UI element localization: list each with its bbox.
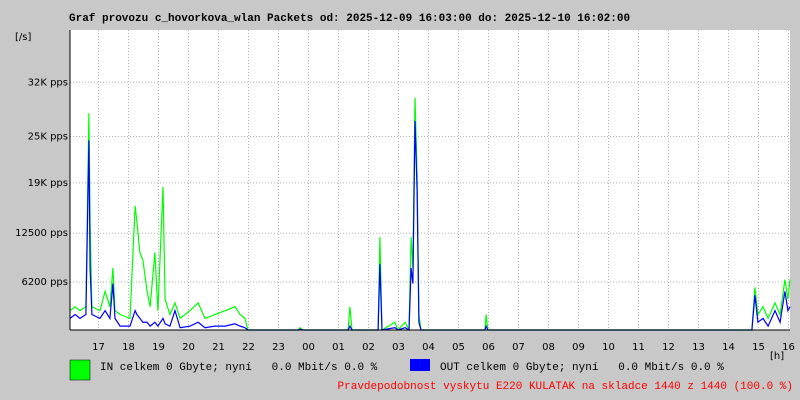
x-tick-label: 21 — [212, 342, 225, 353]
x-tick-label: 19 — [152, 342, 165, 353]
x-tick-label: 20 — [182, 342, 195, 353]
x-tick-label: 01 — [332, 342, 345, 353]
x-tick-label: 15 — [752, 342, 765, 353]
y-tick-label: 32K pps — [28, 77, 68, 88]
legend-entry: OUT celkem 0 Gbyte; nyní 0.0 Mbit/s 0.0 … — [440, 362, 724, 374]
x-tick-label: 22 — [242, 342, 255, 353]
y-unit: [/s] — [15, 32, 31, 43]
legend-entry: IN celkem 0 Gbyte; nyní 0.0 Mbit/s 0.0 % — [100, 362, 378, 374]
annotation: Pravdepodobnost vyskytu E220 KULATAK na … — [338, 381, 793, 393]
x-tick-label: 17 — [92, 342, 105, 353]
x-tick-label: 07 — [512, 342, 525, 353]
plot-area — [70, 30, 790, 330]
series-line — [69, 97, 791, 332]
x-tick-label: 13 — [692, 342, 705, 353]
x-tick-label: 12 — [662, 342, 675, 353]
chart-title: Graf provozu c_hovorkova_wlan Packets od… — [69, 13, 630, 25]
x-tick-label: 09 — [572, 342, 585, 353]
legend-swatch-out — [410, 359, 430, 371]
x-tick-label: 05 — [452, 342, 465, 353]
x-unit: [h] — [770, 351, 784, 362]
y-tick-label: 6200 pps — [21, 277, 68, 288]
y-tick-label: 19K pps — [28, 178, 68, 189]
y-tick-label: 12500 pps — [15, 228, 68, 239]
y-tick-label: 25K pps — [28, 131, 68, 142]
legend-swatch-in — [69, 359, 91, 381]
x-tick-label: 23 — [272, 342, 285, 353]
series-line — [69, 120, 791, 332]
x-tick-label: 02 — [362, 342, 375, 353]
x-tick-label: 00 — [302, 342, 315, 353]
x-tick-label: 03 — [392, 342, 405, 353]
x-tick-label: 16 — [782, 342, 795, 353]
x-tick-label: 04 — [422, 342, 435, 353]
x-tick-label: 11 — [632, 342, 645, 353]
x-tick-label: 14 — [722, 342, 735, 353]
x-tick-label: 08 — [542, 342, 555, 353]
x-tick-label: 10 — [602, 342, 615, 353]
x-tick-label: 18 — [122, 342, 135, 353]
x-tick-label: 06 — [482, 342, 495, 353]
